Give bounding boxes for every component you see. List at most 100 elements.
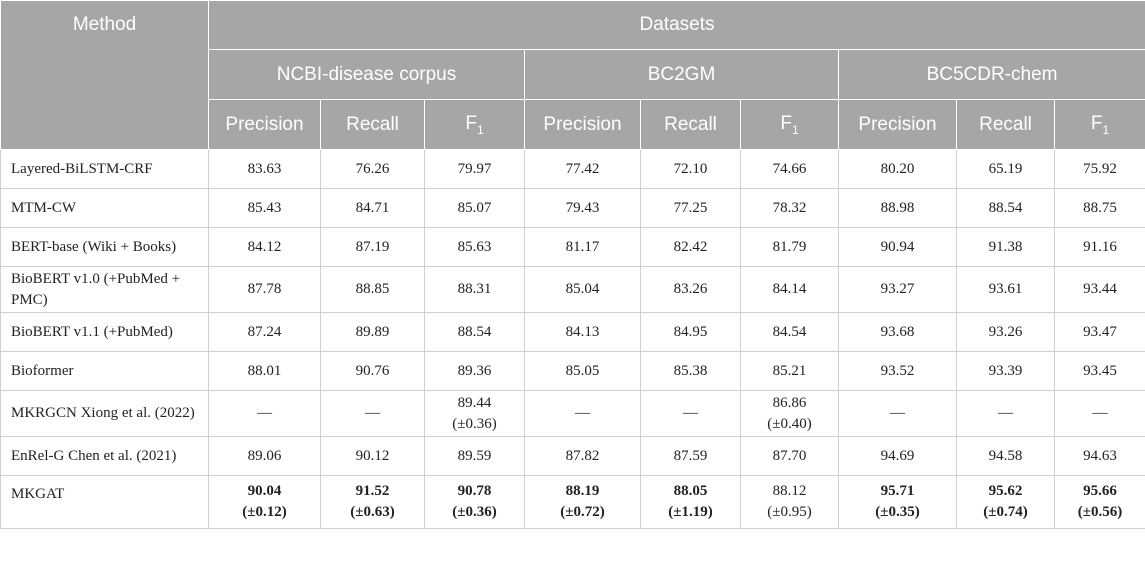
cell-value: 90.94 — [838, 227, 957, 267]
method-name: MTM-CW — [0, 188, 209, 228]
cell-value: 93.61 — [956, 266, 1055, 313]
cell-value: 87.19 — [320, 227, 425, 267]
cell-value: 88.01 — [208, 351, 321, 391]
cell-value: 94.69 — [838, 436, 957, 476]
cell-value: 84.54 — [740, 312, 839, 352]
header-row-metrics: Precision Recall F1 Precision Recall F1 … — [1, 99, 1145, 150]
cell-main: 95.66 — [1083, 483, 1117, 499]
table-header: Method Datasets NCBI-disease corpus BC2G… — [0, 0, 1145, 150]
table-row: MKRGCN Xiong et al. (2022) — — 89.44 (±0.… — [0, 390, 1145, 437]
table-row: Layered-BiLSTM-CRF 83.63 76.26 79.97 77.… — [0, 149, 1145, 189]
cell-value: 79.97 — [424, 149, 525, 189]
cell-std: (±0.12) — [242, 504, 287, 520]
results-table: Method Datasets NCBI-disease corpus BC2G… — [0, 0, 1145, 529]
metric-header-f1: F1 — [1053, 99, 1145, 150]
cell-std: (±0.40) — [767, 415, 812, 432]
method-name: MKGAT — [0, 475, 209, 529]
cell-value: 86.86 (±0.40) — [740, 390, 839, 437]
cell-value: 81.79 — [740, 227, 839, 267]
dataset-header-ncbi: NCBI-disease corpus — [208, 49, 525, 100]
cell-value: 87.24 — [208, 312, 321, 352]
cell-std: (±0.95) — [767, 504, 812, 520]
cell-value: 88.19 (±0.72) — [524, 475, 641, 529]
cell-value: 87.70 — [740, 436, 839, 476]
cell-std: (±0.74) — [983, 504, 1028, 520]
cell-value: 89.44 (±0.36) — [424, 390, 525, 437]
cell-std: (±0.63) — [350, 504, 395, 520]
cell-value: 78.32 — [740, 188, 839, 228]
cell-value: 88.31 — [424, 266, 525, 313]
cell-main: 86.86 — [772, 394, 807, 411]
cell-value: 91.52 (±0.63) — [320, 475, 425, 529]
cell-value: 75.92 — [1053, 149, 1145, 189]
cell-value: 80.20 — [838, 149, 957, 189]
metric-header-recall: Recall — [956, 99, 1055, 150]
table-row: EnRel-G Chen et al. (2021) 89.06 90.12 8… — [0, 436, 1145, 476]
metric-header-recall: Recall — [640, 99, 741, 150]
cell-value: 85.63 — [424, 227, 525, 267]
cell-value: 65.19 — [956, 149, 1055, 189]
table-row: BERT-base (Wiki + Books) 84.12 87.19 85.… — [0, 227, 1145, 267]
cell-value: — — [1053, 390, 1145, 437]
cell-value: — — [640, 390, 741, 437]
table-row: Bioformer 88.01 90.76 89.36 85.05 85.38 … — [0, 351, 1145, 391]
table-row: BioBERT v1.0 (+PubMed + PMC) 87.78 88.85… — [0, 266, 1145, 313]
cell-value: 88.85 — [320, 266, 425, 313]
method-name: Layered-BiLSTM-CRF — [0, 149, 209, 189]
cell-value: 81.17 — [524, 227, 641, 267]
method-name: Bioformer — [0, 351, 209, 391]
cell-value: 74.66 — [740, 149, 839, 189]
dataset-header-bc5cdr: BC5CDR-chem — [837, 49, 1145, 100]
cell-value: 93.27 — [838, 266, 957, 313]
cell-value: 84.95 — [640, 312, 741, 352]
header-row-datasets: NCBI-disease corpus BC2GM BC5CDR-chem — [1, 49, 1145, 100]
cell-value: 84.13 — [524, 312, 641, 352]
cell-value: — — [838, 390, 957, 437]
cell-main: 90.78 — [457, 483, 492, 499]
metric-header-f1: F1 — [740, 99, 839, 150]
cell-value: 87.82 — [524, 436, 641, 476]
cell-value: 88.54 — [956, 188, 1055, 228]
cell-value: 87.78 — [208, 266, 321, 313]
cell-value: 93.52 — [838, 351, 957, 391]
cell-value: 87.59 — [640, 436, 741, 476]
cell-value: 95.62 (±0.74) — [956, 475, 1055, 529]
table-row: BioBERT v1.1 (+PubMed) 87.24 89.89 88.54… — [0, 312, 1145, 352]
cell-main: 90.04 — [247, 483, 282, 499]
cell-value: 95.66 (±0.56) — [1053, 475, 1145, 529]
cell-value: 89.06 — [208, 436, 321, 476]
cell-main: 88.19 — [565, 483, 600, 499]
metric-header-precision: Precision — [524, 99, 641, 150]
cell-value: — — [956, 390, 1055, 437]
cell-value: 85.21 — [740, 351, 839, 391]
header-row-top: Method Datasets — [0, 0, 1145, 150]
cell-value: 77.42 — [524, 149, 641, 189]
table-body: Layered-BiLSTM-CRF 83.63 76.26 79.97 77.… — [0, 149, 1145, 529]
dataset-header-bc2gm: BC2GM — [524, 49, 839, 100]
cell-value: 89.89 — [320, 312, 425, 352]
method-name: BERT-base (Wiki + Books) — [0, 227, 209, 267]
cell-value: 93.39 — [956, 351, 1055, 391]
cell-value: 94.63 — [1053, 436, 1145, 476]
metric-header-recall: Recall — [320, 99, 425, 150]
cell-value: 76.26 — [320, 149, 425, 189]
cell-value: 84.71 — [320, 188, 425, 228]
cell-value: 88.98 — [838, 188, 957, 228]
method-name: BioBERT v1.0 (+PubMed + PMC) — [0, 266, 209, 313]
cell-main: 91.52 — [355, 483, 390, 499]
cell-value: 85.05 — [524, 351, 641, 391]
cell-value: 91.38 — [956, 227, 1055, 267]
cell-value: 85.07 — [424, 188, 525, 228]
cell-value: — — [320, 390, 425, 437]
cell-value: 72.10 — [640, 149, 741, 189]
cell-value: 93.45 — [1053, 351, 1145, 391]
cell-std: (±0.72) — [560, 504, 605, 520]
metric-header-f1: F1 — [424, 99, 525, 150]
method-name: BioBERT v1.1 (+PubMed) — [0, 312, 209, 352]
cell-value: — — [208, 390, 321, 437]
cell-value: 83.26 — [640, 266, 741, 313]
cell-value: 83.63 — [208, 149, 321, 189]
datasets-header: Datasets — [207, 0, 1145, 50]
cell-main: 89.44 — [457, 394, 492, 411]
cell-value: 84.12 — [208, 227, 321, 267]
